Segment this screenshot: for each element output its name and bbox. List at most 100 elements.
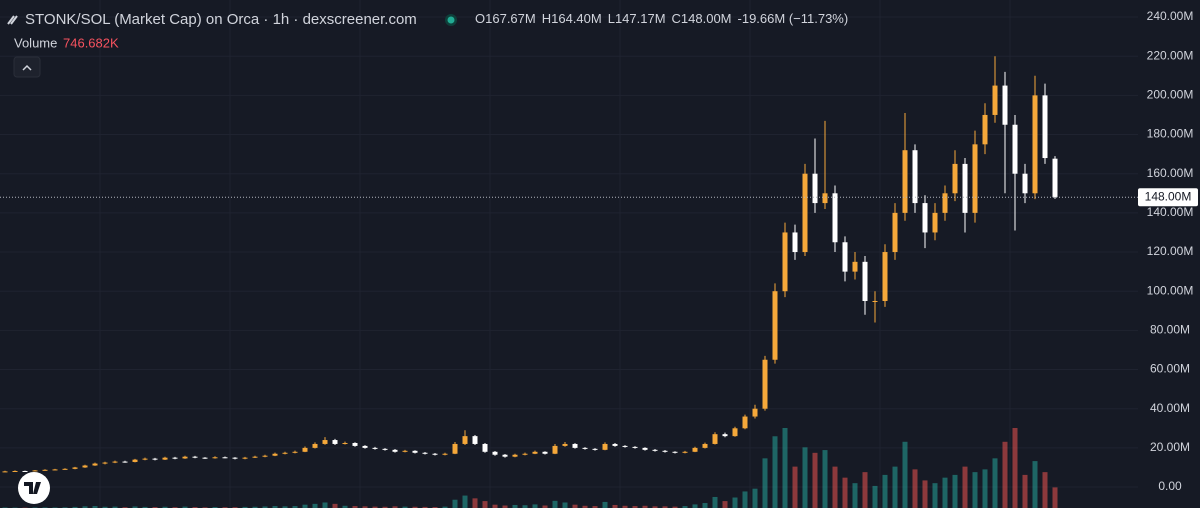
candle-body <box>762 359 768 409</box>
volume-bar <box>762 458 768 508</box>
volume-bar <box>442 506 448 508</box>
candle-body <box>702 443 708 448</box>
volume-bar <box>622 505 628 508</box>
volume-bar <box>322 502 328 508</box>
volume-bar <box>562 502 568 508</box>
candle-body <box>212 457 218 459</box>
volume-bar <box>802 447 808 508</box>
candle-body <box>232 457 238 459</box>
tv-logo <box>18 472 50 504</box>
candle-body <box>252 456 258 458</box>
y-tick-label: 140.00M <box>1147 205 1194 219</box>
y-tick-label: 60.00M <box>1150 362 1190 376</box>
grid <box>0 0 1138 508</box>
volume-bar <box>372 506 378 508</box>
candle-body <box>472 436 478 444</box>
candle-body <box>622 445 628 447</box>
volume-bar <box>672 506 678 508</box>
volume-bar <box>742 491 748 508</box>
volume-bar <box>912 469 918 508</box>
candle-body <box>12 470 18 472</box>
y-tick-label: 40.00M <box>1150 401 1190 415</box>
y-tick-label: 180.00M <box>1147 127 1194 141</box>
candle-body <box>782 232 788 292</box>
candle-body <box>72 467 78 469</box>
volume-bar <box>832 466 838 508</box>
candle-body <box>422 452 428 454</box>
candle-body <box>202 457 208 459</box>
candle-body <box>932 212 938 233</box>
y-tick-label: 120.00M <box>1147 244 1194 258</box>
candle-body <box>432 453 438 455</box>
volume-bar <box>112 506 118 508</box>
candle-body <box>682 451 688 453</box>
candle-body <box>312 443 318 448</box>
y-tick-label: 240.00M <box>1147 9 1194 23</box>
volume-bar <box>652 506 658 508</box>
candle-body <box>182 456 188 459</box>
candle-body <box>732 428 738 437</box>
volume-bar <box>412 506 418 508</box>
volume-bar <box>692 504 698 508</box>
candle-body <box>822 193 828 204</box>
volume-bar <box>422 506 428 508</box>
candle-body <box>862 261 868 302</box>
volume-bar <box>72 506 78 508</box>
volume-bar <box>182 506 188 508</box>
candle-body <box>952 163 958 194</box>
ohlc-key: C <box>672 11 681 26</box>
candle-body <box>1022 173 1028 194</box>
volume-bar <box>582 505 588 508</box>
volume-bar <box>572 504 578 508</box>
volume-bar <box>862 472 868 508</box>
ohlc-key: O <box>475 11 485 26</box>
volume-bar <box>752 488 758 508</box>
candle-body <box>712 434 718 444</box>
candle-body <box>722 434 728 437</box>
volume-bar <box>142 506 148 508</box>
volume-bar <box>1012 428 1018 508</box>
volume-bar <box>812 452 818 508</box>
y-tick-label: 20.00M <box>1150 440 1190 454</box>
candle-body <box>942 193 948 213</box>
last-price-box <box>1138 188 1198 207</box>
volume-bar <box>892 466 898 508</box>
candle-body <box>1012 124 1018 174</box>
volume-bar <box>302 504 308 508</box>
volume-bar <box>252 506 258 508</box>
candle-body <box>392 449 398 452</box>
volume-bar <box>782 428 788 508</box>
candle-body <box>142 458 148 460</box>
candle-body <box>462 436 468 444</box>
volume-bar <box>902 441 908 508</box>
candle-body <box>272 453 278 456</box>
candle-body <box>42 469 48 471</box>
candle-body <box>162 457 168 460</box>
candle-body <box>492 451 498 455</box>
volume-bar <box>842 477 848 508</box>
collapse-arrow[interactable] <box>22 64 32 71</box>
volume-bar <box>242 506 248 508</box>
ohlc-change: -19.66M (−11.73%) <box>738 11 849 26</box>
candle-body <box>112 461 118 463</box>
volume-bar <box>132 506 138 508</box>
candle-body <box>642 447 648 450</box>
candle-body <box>662 450 668 452</box>
candle-body <box>292 451 298 453</box>
volume-bar <box>612 504 618 508</box>
volume-bar <box>592 506 598 508</box>
candle-body <box>302 447 308 452</box>
candle-body <box>322 440 328 444</box>
volume-bar <box>272 506 278 508</box>
volume-bar <box>482 501 488 508</box>
candle-body <box>842 242 848 272</box>
volume-bar <box>542 505 548 508</box>
ohlc-value: 167.67M <box>485 11 536 26</box>
candle-body <box>172 457 178 459</box>
volume-bar <box>492 504 498 508</box>
collapse-button[interactable] <box>13 56 41 78</box>
candle-body <box>152 458 158 460</box>
candle-body <box>652 449 658 451</box>
candle-body <box>1052 158 1058 198</box>
